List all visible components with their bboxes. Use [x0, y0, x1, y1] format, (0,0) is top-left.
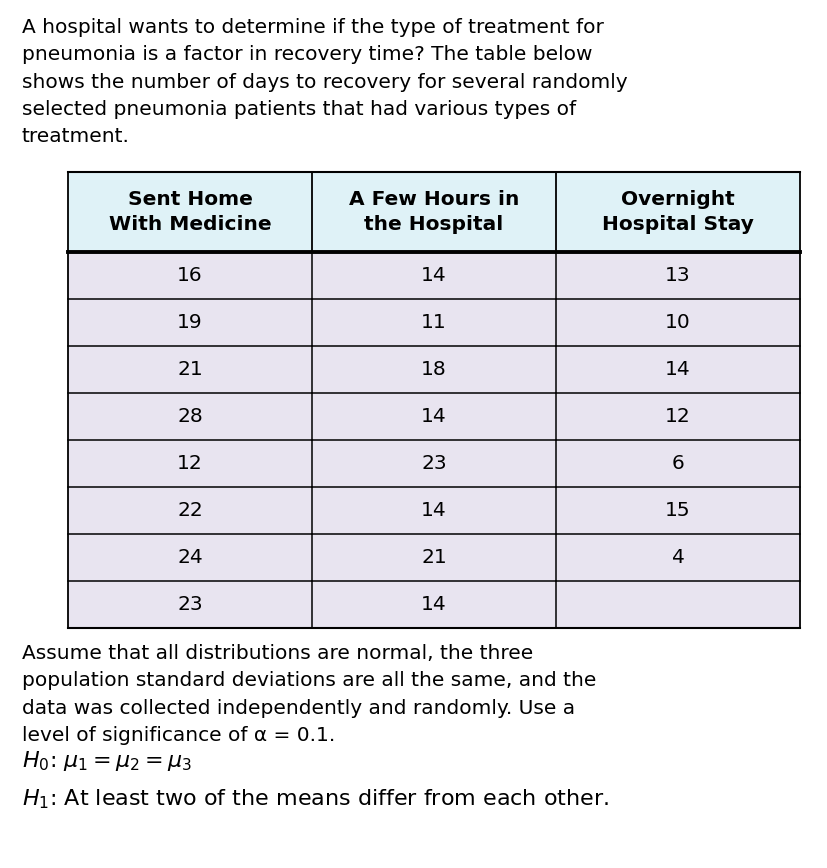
Text: 21: 21 [421, 548, 447, 567]
Text: A hospital wants to determine if the type of treatment for
pneumonia is a factor: A hospital wants to determine if the typ… [22, 18, 627, 146]
Bar [68, 252, 799, 299]
Text: Assume that all distributions are normal, the three
population standard deviatio: Assume that all distributions are normal… [22, 644, 595, 745]
Text: 19: 19 [177, 313, 203, 332]
Text: 18: 18 [421, 360, 447, 379]
Bar [68, 393, 799, 440]
Bar [68, 581, 799, 628]
Bar [68, 534, 799, 581]
Bar [68, 440, 799, 487]
Text: 16: 16 [177, 266, 203, 285]
Text: 23: 23 [421, 454, 447, 473]
Text: 4: 4 [671, 548, 684, 567]
Text: 6: 6 [671, 454, 684, 473]
Bar [68, 346, 799, 393]
Text: 12: 12 [664, 407, 690, 426]
Text: 10: 10 [664, 313, 690, 332]
Bar [68, 299, 799, 346]
Text: 13: 13 [664, 266, 690, 285]
Text: 14: 14 [421, 595, 447, 614]
Text: 28: 28 [177, 407, 203, 426]
Text: $H_1$: At least two of the means differ from each other.: $H_1$: At least two of the means differ … [22, 787, 609, 811]
Text: Sent Home
With Medicine: Sent Home With Medicine [108, 190, 271, 234]
Text: 24: 24 [177, 548, 203, 567]
Text: $H_0$: $\mu_1 = \mu_2 = \mu_3$: $H_0$: $\mu_1 = \mu_2 = \mu_3$ [22, 749, 192, 773]
Text: Overnight
Hospital Stay: Overnight Hospital Stay [601, 190, 753, 234]
Text: 14: 14 [421, 501, 447, 520]
Text: 12: 12 [177, 454, 203, 473]
Text: 14: 14 [421, 407, 447, 426]
Text: 15: 15 [664, 501, 690, 520]
Text: 23: 23 [177, 595, 203, 614]
Text: 11: 11 [421, 313, 447, 332]
Text: A Few Hours in
the Hospital: A Few Hours in the Hospital [348, 190, 519, 234]
Text: 14: 14 [664, 360, 690, 379]
Bar [68, 172, 799, 252]
Bar [68, 487, 799, 534]
Text: 22: 22 [177, 501, 203, 520]
Text: 21: 21 [177, 360, 203, 379]
Text: 14: 14 [421, 266, 447, 285]
